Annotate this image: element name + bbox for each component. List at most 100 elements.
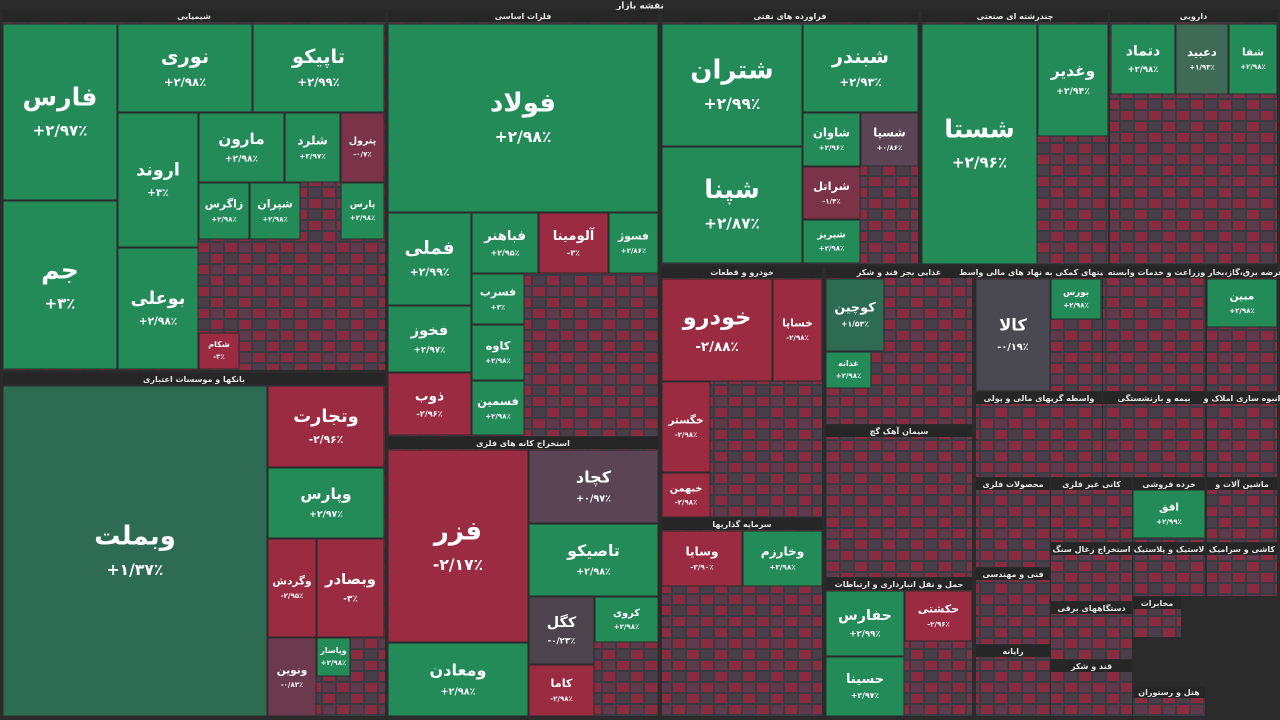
tile-name: شبندر [831, 45, 889, 68]
tile-name: حسینا [846, 672, 884, 687]
tile-change: +۲/۹۸٪ [769, 563, 795, 572]
tile-change: +۲/۹۸٪ [819, 245, 845, 253]
sector-header [976, 645, 1050, 657]
tile [117, 23, 253, 113]
tile [2, 23, 118, 201]
tile-change: +۲/۹۸٪ [1063, 302, 1089, 310]
tile [267, 385, 385, 468]
tile-name: اروند [136, 160, 180, 180]
tile-change: +۲/۸۷٪ [704, 215, 760, 233]
sector-label: زراعت و خدمات وابسته [1108, 268, 1201, 277]
sector-label: محصولات فلزی [982, 480, 1043, 489]
tile [661, 472, 711, 518]
sector-header [1133, 597, 1181, 609]
sector-area [976, 657, 1050, 716]
tile [1050, 278, 1102, 320]
tile-change: +۳٪ [491, 303, 505, 311]
sector-label: سیمان آهک گچ [870, 426, 929, 436]
tile-name: شفا [1242, 47, 1264, 59]
sector-header [1133, 478, 1205, 490]
tile [267, 637, 317, 717]
tile [594, 596, 659, 643]
tile-change: +۲/۹۹٪ [410, 266, 450, 279]
tile [1175, 23, 1229, 95]
sector-label: بانکها و موسسات اعتباری [143, 375, 245, 384]
sector-label: غذایی بجز قند و شکر [856, 268, 941, 277]
tile-name: فباهنر [483, 229, 526, 244]
sector-header [662, 10, 918, 22]
tile-change: +۲/۹۸٪ [211, 215, 237, 223]
tile-name: مارون [218, 130, 264, 148]
sector-header [826, 266, 972, 278]
sector-area [976, 404, 1102, 477]
sector-header [976, 392, 1102, 404]
tile-change: +۲/۹۸٪ [262, 215, 288, 223]
tile [267, 467, 385, 539]
tile-name: وتجارت [293, 406, 358, 427]
sector-label: انبوه سازی املاک و [1203, 394, 1280, 403]
tile-name: فزر [432, 516, 482, 546]
tile-change: +۰/۸۶٪ [877, 144, 903, 152]
tile-name: غدانه [838, 359, 859, 368]
tile-change: +۲/۹۹٪ [297, 75, 339, 89]
tile [802, 219, 861, 264]
tile-change: -۲/۱۷٪ [433, 556, 483, 574]
sector-label: خودرو و قطعات [710, 268, 774, 277]
tile-name: زاگرس [205, 198, 244, 211]
tile [661, 530, 743, 587]
tile-change: +۲/۹۸٪ [1240, 63, 1266, 71]
sector-header [1207, 392, 1277, 404]
tile-change: +۲/۹۷٪ [414, 345, 446, 355]
tile [772, 278, 823, 382]
sector-area [1051, 490, 1132, 542]
tile-change: -۲/۹۶٪ [927, 620, 950, 628]
sector-header [922, 10, 1108, 22]
tile-change: +۲/۹۸٪ [139, 316, 177, 328]
tile [825, 590, 905, 657]
tile [661, 146, 803, 264]
tile-name: خبهمن [670, 484, 703, 495]
tile-change: +۲/۹۸٪ [440, 687, 475, 698]
tile-change: +۲/۹۷٪ [309, 509, 343, 520]
tile [471, 273, 525, 325]
tile-name: وسایا [685, 544, 718, 559]
tile-name: نوری [161, 45, 209, 68]
tile-name: شلرد [297, 133, 328, 147]
tile [608, 212, 659, 274]
tile [904, 590, 973, 642]
tile-name: شبریز [816, 230, 845, 241]
tile-name: ونوین [277, 665, 308, 677]
tile-change: +۲/۹۹٪ [704, 95, 761, 113]
tile [975, 278, 1051, 392]
tile-name: وپارس [300, 485, 351, 504]
tile [2, 385, 268, 717]
tile-change: +۲/۹۷٪ [851, 691, 880, 700]
tile-change: -۱/۴٪ [822, 198, 840, 206]
tile-name: وخارزم [761, 544, 805, 559]
chart-title: نقشه بازار [615, 2, 664, 12]
sector-area [1103, 278, 1205, 391]
tile [661, 23, 803, 147]
tile-name: فملی [404, 238, 454, 259]
tile [528, 449, 659, 524]
tile-change: +۲/۹۸٪ [350, 214, 376, 222]
tile-name: دعبید [1187, 45, 1217, 59]
tile [249, 182, 301, 240]
tile-change: +۲/۸۶٪ [621, 247, 647, 255]
sector-header [662, 266, 822, 278]
tile-name: شسپا [873, 126, 905, 140]
sector-label: دارویی [1180, 12, 1208, 21]
tile-change: +۲/۹۵٪ [491, 248, 520, 257]
tile-change: -۲/۹۰٪ [690, 563, 713, 572]
sector-label: فعالیتهای کمکی به نهاد های مالی واسط [959, 268, 1119, 277]
tile-change: +۲/۹۷٪ [33, 121, 88, 139]
sector-area [1051, 614, 1132, 659]
tile-change: +۲/۹۸٪ [614, 623, 640, 631]
sector-header [388, 10, 658, 22]
sector-area [826, 437, 972, 577]
tile-change: +۲/۹۸٪ [164, 75, 206, 89]
tile-name: کاوه [486, 339, 511, 354]
sector-header [976, 478, 1050, 490]
